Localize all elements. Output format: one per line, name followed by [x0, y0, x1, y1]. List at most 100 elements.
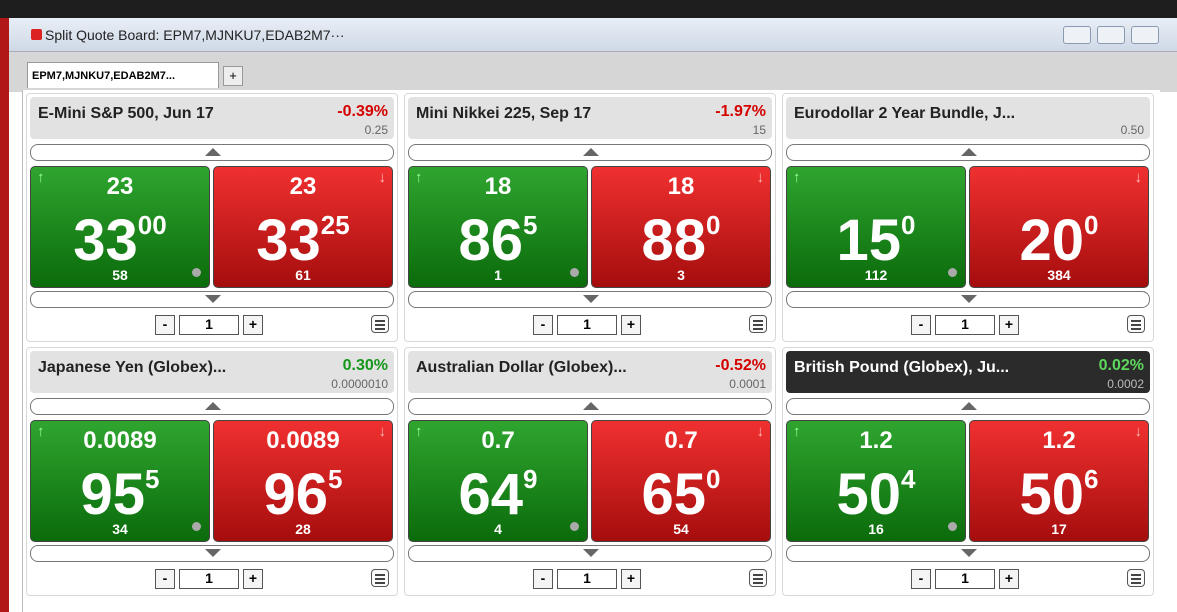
increase-qty[interactable]: +: [999, 315, 1019, 335]
order-list-button[interactable]: [749, 315, 767, 333]
price-down-button[interactable]: [30, 545, 394, 562]
decrease-qty[interactable]: -: [155, 569, 175, 589]
quantity-input[interactable]: 1: [557, 569, 617, 589]
quantity-input[interactable]: 1: [179, 315, 239, 335]
quantity-input[interactable]: 1: [557, 315, 617, 335]
ask-box[interactable]: ↓ 0.0089 965 28: [213, 420, 393, 542]
price-down-button[interactable]: [786, 545, 1150, 562]
bid-size: 1: [494, 267, 502, 283]
price-fraction: 4: [901, 464, 916, 494]
price-down-button[interactable]: [786, 291, 1150, 308]
price-main: 95: [80, 462, 146, 527]
ask-box[interactable]: ↓ 18 880 3: [591, 166, 771, 288]
tab[interactable]: EPM7,MJNKU7,EDAB2M7...: [27, 62, 219, 88]
increase-qty[interactable]: +: [243, 569, 263, 589]
price-main: 20: [1019, 208, 1085, 273]
change-percent: 0.30%: [342, 357, 388, 374]
bid-box[interactable]: ↑ 1.2 504 16: [786, 420, 966, 542]
ask-size: 3: [677, 267, 685, 283]
increase-qty[interactable]: +: [243, 315, 263, 335]
price-fraction: 5: [328, 464, 343, 494]
price-main: 50: [1019, 462, 1085, 527]
increase-qty[interactable]: +: [999, 569, 1019, 589]
down-indicator: ↓: [378, 169, 387, 186]
order-list-button[interactable]: [371, 315, 389, 333]
down-arrow: [205, 549, 221, 557]
order-list-button[interactable]: [749, 569, 767, 587]
bid-box[interactable]: ↑ 18 865 1: [408, 166, 588, 288]
add-tab[interactable]: +: [223, 66, 243, 86]
instrument-name: Japanese Yen (Globex)...: [38, 359, 227, 376]
down-indicator: ↓: [1134, 423, 1143, 440]
up-indicator: ↑: [793, 423, 801, 440]
price-down-button[interactable]: [408, 291, 772, 308]
panel-header: British Pound (Globex), Ju... 0.02% 0.0002: [786, 351, 1150, 393]
quote-panel: Eurodollar 2 Year Bundle, J... 0.50 ↑ 150 11…: [782, 93, 1154, 342]
price-up-button[interactable]: [408, 144, 772, 161]
change-percent: -0.39%: [337, 103, 388, 120]
price-main: 15: [836, 208, 902, 273]
status-dot: [948, 268, 957, 277]
close-button[interactable]: [1131, 26, 1159, 44]
price-up-button[interactable]: [408, 398, 772, 415]
minimize-button[interactable]: [1063, 26, 1091, 44]
bid-box[interactable]: ↑ 150 112: [786, 166, 966, 288]
price-main: 65: [641, 462, 707, 527]
ask-price: 650: [592, 447, 770, 527]
price-up-button[interactable]: [786, 398, 1150, 415]
decrease-qty[interactable]: -: [911, 569, 931, 589]
price-up-button[interactable]: [30, 398, 394, 415]
ask-box[interactable]: ↓ 200 384: [969, 166, 1149, 288]
bid-price: 865: [409, 193, 587, 273]
icon-line: [753, 328, 763, 330]
ask-prefix: 1.2: [1042, 427, 1076, 454]
up-indicator: ↑: [37, 169, 45, 186]
bid-price: 649: [409, 447, 587, 527]
price-main: 86: [458, 208, 524, 273]
title-bar: Split Quote Board: EPM7,MJNKU7,EDAB2M7··…: [9, 18, 1177, 52]
order-list-button[interactable]: [1127, 569, 1145, 587]
up-indicator: ↑: [415, 169, 423, 186]
icon-line: [1131, 320, 1141, 322]
status-dot: [192, 268, 201, 277]
price-up-button[interactable]: [30, 144, 394, 161]
decrease-qty[interactable]: -: [155, 315, 175, 335]
decrease-qty[interactable]: -: [533, 569, 553, 589]
quantity-input[interactable]: 1: [935, 569, 995, 589]
maximize-button[interactable]: [1097, 26, 1125, 44]
ask-box[interactable]: ↓ 0.7 650 54: [591, 420, 771, 542]
up-indicator: ↑: [793, 169, 801, 186]
order-list-button[interactable]: [371, 569, 389, 587]
price-down-button[interactable]: [30, 291, 394, 308]
up-arrow: [583, 402, 599, 410]
instrument-name: E-Mini S&P 500, Jun 17: [38, 105, 214, 122]
price-fraction: 5: [523, 210, 538, 240]
increase-qty[interactable]: +: [621, 315, 641, 335]
price-fraction: 6: [1084, 464, 1099, 494]
quantity-input[interactable]: 1: [179, 569, 239, 589]
tick-size: 0.0001: [729, 377, 766, 391]
quantity-input[interactable]: 1: [935, 315, 995, 335]
bid-box[interactable]: ↑ 23 3300 58: [30, 166, 210, 288]
bid-box[interactable]: ↑ 0.7 649 4: [408, 420, 588, 542]
decrease-qty[interactable]: -: [911, 315, 931, 335]
icon-line: [375, 578, 385, 580]
ask-box[interactable]: ↓ 23 3325 61: [213, 166, 393, 288]
price-fraction: 5: [145, 464, 160, 494]
bid-size: 34: [112, 521, 128, 537]
increase-qty[interactable]: +: [621, 569, 641, 589]
bid-prefix: 1.2: [859, 427, 893, 454]
ask-box[interactable]: ↓ 1.2 506 17: [969, 420, 1149, 542]
price-main: 64: [458, 462, 524, 527]
order-list-button[interactable]: [1127, 315, 1145, 333]
up-arrow: [205, 402, 221, 410]
icon-line: [753, 574, 763, 576]
bid-box[interactable]: ↑ 0.0089 955 34: [30, 420, 210, 542]
icon-line: [375, 582, 385, 584]
tick-size: 0.25: [364, 123, 388, 137]
tick-size: 0.0000010: [331, 377, 388, 391]
icon-line: [1131, 328, 1141, 330]
price-down-button[interactable]: [408, 545, 772, 562]
price-up-button[interactable]: [786, 144, 1150, 161]
decrease-qty[interactable]: -: [533, 315, 553, 335]
